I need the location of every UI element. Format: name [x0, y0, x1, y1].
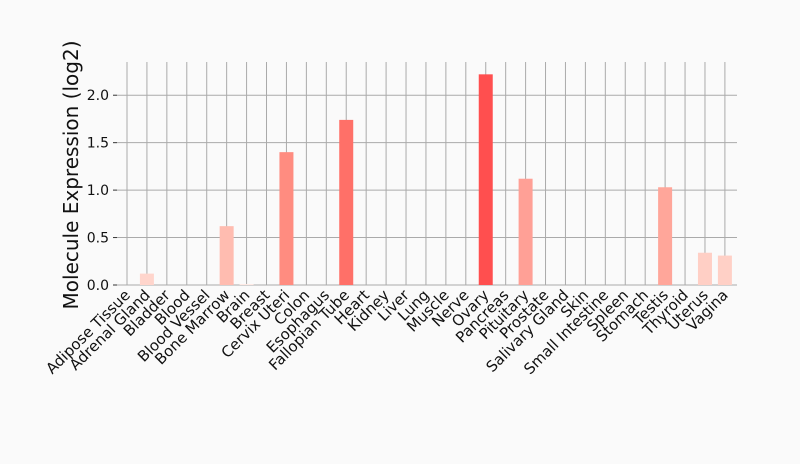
y-tick-label: 0.0 — [87, 278, 109, 294]
bar — [139, 273, 154, 285]
bar — [279, 152, 294, 285]
y-tick-label: 0.5 — [87, 231, 109, 247]
bar — [518, 178, 533, 285]
bar — [717, 255, 732, 285]
y-tick-label: 2.0 — [87, 88, 109, 104]
bar — [697, 252, 712, 285]
y-tick-label: 1.5 — [87, 136, 109, 152]
bar — [239, 284, 254, 285]
bar — [658, 187, 673, 285]
bar — [339, 119, 354, 286]
bar — [219, 226, 234, 285]
y-tick-label: 1.0 — [87, 183, 109, 199]
y-axis-label: Molecule Expression (log2) — [59, 41, 83, 310]
bar — [478, 74, 493, 285]
